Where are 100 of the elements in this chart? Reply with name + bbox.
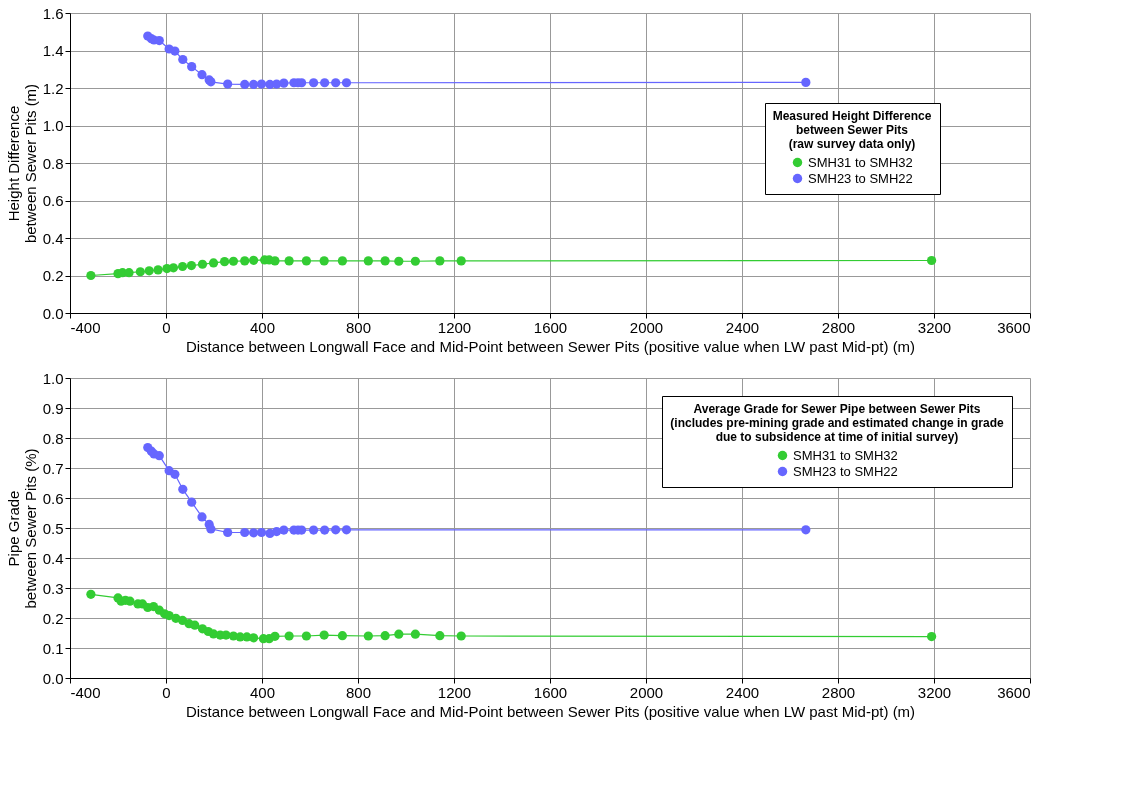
point bbox=[320, 525, 330, 535]
y-tick-label: 0.2 bbox=[42, 267, 64, 284]
y-tick-label: 1.2 bbox=[42, 79, 64, 97]
point bbox=[186, 260, 197, 271]
point bbox=[337, 631, 348, 641]
point bbox=[272, 527, 282, 537]
y-tick-label: 0.0 bbox=[42, 669, 64, 687]
point bbox=[279, 525, 289, 535]
point bbox=[223, 527, 233, 538]
point bbox=[435, 631, 445, 641]
point bbox=[319, 630, 329, 640]
point bbox=[270, 256, 280, 266]
point bbox=[380, 631, 390, 641]
point bbox=[168, 263, 179, 273]
point bbox=[144, 266, 154, 276]
point bbox=[154, 451, 164, 461]
point bbox=[301, 256, 312, 266]
x-tick-label: 1600 bbox=[533, 318, 568, 336]
x-tick-label: 0 bbox=[162, 318, 171, 336]
point bbox=[308, 78, 319, 88]
y-tick-label: 1.0 bbox=[42, 117, 64, 134]
point bbox=[394, 629, 404, 639]
x-tick-label: 1200 bbox=[437, 683, 472, 701]
point bbox=[337, 256, 348, 266]
point bbox=[926, 632, 937, 642]
point bbox=[284, 631, 294, 641]
x-tick-label: 3200 bbox=[917, 683, 952, 701]
y-tick-label: 0.6 bbox=[42, 489, 64, 507]
y-tick-label: 1.4 bbox=[42, 42, 64, 59]
point bbox=[178, 484, 188, 494]
x-tick-label: -400 bbox=[70, 683, 101, 701]
x-tick-label: 400 bbox=[249, 683, 276, 701]
y-tick-label: 0.1 bbox=[42, 639, 64, 657]
point bbox=[153, 265, 163, 275]
y-tick-label: 0.8 bbox=[42, 429, 64, 447]
point bbox=[456, 631, 466, 641]
point bbox=[410, 256, 420, 266]
y-axis-title: Height Difference between Sewer Pits (m) bbox=[4, 83, 39, 244]
y-tick-label: 0.6 bbox=[42, 192, 64, 209]
y-tick-label: 0.7 bbox=[42, 459, 64, 477]
y-tick-label: 1.0 bbox=[42, 369, 64, 387]
point bbox=[435, 256, 445, 266]
y-tick-label: 1.6 bbox=[42, 4, 64, 22]
point bbox=[228, 256, 239, 266]
legend-label: SMH31 to SMH32 bbox=[793, 447, 898, 463]
point bbox=[240, 79, 250, 90]
y-tick-label: 0.0 bbox=[42, 304, 64, 322]
point bbox=[248, 528, 259, 538]
point bbox=[135, 267, 145, 277]
point bbox=[380, 256, 390, 266]
point bbox=[170, 46, 180, 56]
point bbox=[301, 631, 312, 641]
point bbox=[177, 615, 188, 625]
x-tick-label: 2800 bbox=[821, 318, 856, 336]
x-tick-label: 2000 bbox=[629, 318, 664, 336]
point bbox=[410, 629, 420, 639]
point bbox=[394, 256, 404, 266]
point bbox=[308, 525, 319, 535]
legend-label: SMH23 to SMH22 bbox=[808, 170, 913, 186]
legend-title: Measured Height Difference between Sewer Pits (raw survey data only) bbox=[772, 109, 932, 151]
point bbox=[197, 259, 208, 269]
x-tick-label: 2000 bbox=[629, 683, 664, 701]
x-tick-label: 400 bbox=[249, 318, 276, 336]
point bbox=[178, 54, 188, 65]
y-tick-label: 0.4 bbox=[42, 549, 64, 567]
point bbox=[331, 78, 341, 88]
point bbox=[341, 525, 352, 535]
point bbox=[170, 469, 180, 479]
point bbox=[124, 268, 134, 278]
x-tick-label: 1200 bbox=[437, 318, 472, 336]
point bbox=[331, 525, 341, 535]
x-tick-label: 2400 bbox=[725, 318, 760, 336]
point bbox=[801, 525, 811, 535]
point bbox=[279, 78, 289, 88]
y-axis-title: Pipe Grade between Sewer Pits (%) bbox=[4, 448, 39, 609]
point bbox=[86, 589, 96, 599]
point bbox=[341, 78, 352, 88]
point bbox=[86, 270, 96, 281]
point bbox=[319, 256, 329, 266]
point bbox=[284, 256, 294, 266]
x-tick-label: 800 bbox=[345, 318, 372, 336]
point bbox=[219, 257, 230, 267]
point bbox=[187, 497, 197, 507]
point bbox=[197, 512, 207, 522]
x-tick-label: 2800 bbox=[821, 683, 856, 701]
point bbox=[223, 79, 233, 89]
point bbox=[456, 256, 466, 266]
y-tick-label: 0.5 bbox=[42, 519, 64, 537]
point bbox=[363, 631, 373, 641]
point bbox=[248, 255, 259, 265]
y-tick-label: 0.4 bbox=[42, 229, 64, 247]
x-tick-label: 3600 bbox=[997, 683, 1031, 701]
x-tick-label: 0 bbox=[162, 683, 171, 701]
point bbox=[256, 527, 267, 538]
point bbox=[320, 78, 330, 88]
point bbox=[190, 620, 200, 630]
y-tick-label: 0.8 bbox=[42, 154, 64, 172]
point bbox=[270, 631, 280, 641]
point bbox=[248, 79, 259, 90]
y-tick-label: 0.9 bbox=[42, 399, 64, 417]
